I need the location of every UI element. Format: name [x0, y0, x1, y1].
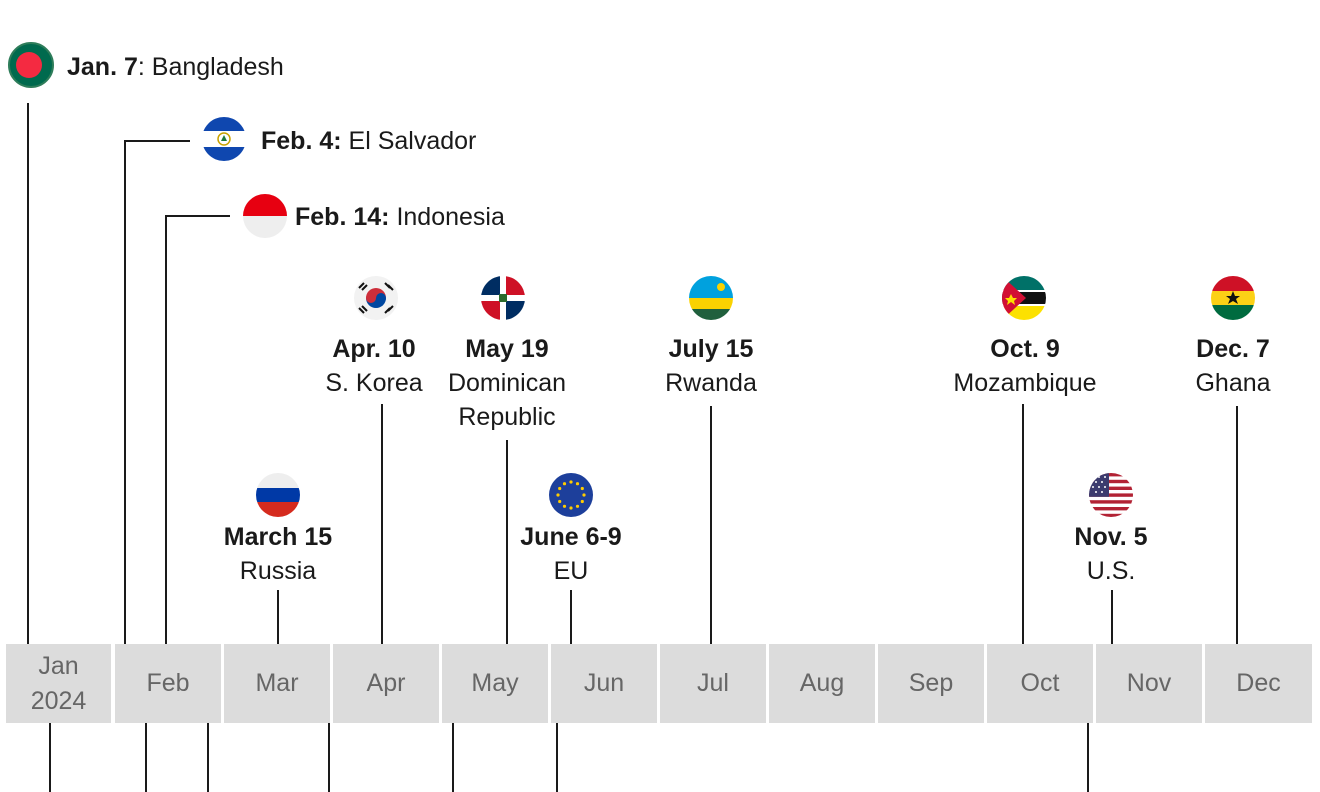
event-date: May 19 [465, 335, 549, 363]
event-country: Bangladesh [151, 53, 284, 81]
month-jul: Jul [660, 644, 766, 723]
event-country-line-2: Republic [458, 403, 556, 431]
russia-flag-icon [256, 473, 300, 517]
event-country: Mozambique [953, 369, 1097, 397]
month-label: Dec [1236, 669, 1281, 697]
month-dec: Dec [1205, 644, 1312, 723]
month-aug: Aug [769, 644, 875, 723]
month-label: Apr [366, 669, 406, 697]
event-label-feb-14: Feb. 14: Indonesia [295, 200, 505, 234]
event-country: Ghana [1195, 369, 1271, 397]
event-date: Apr. 10 [332, 335, 416, 363]
year-label: 2024 [30, 686, 87, 715]
event-date: Dec. 7 [1196, 335, 1270, 363]
month-label: Mar [255, 669, 299, 697]
event-country: EU [553, 557, 589, 585]
month-label: May [471, 669, 519, 697]
event-country: El Salvador [348, 127, 477, 155]
event-country-line-1: Dominican [447, 369, 567, 397]
event-date: Oct. 9 [990, 335, 1060, 363]
month-nov: Nov [1096, 644, 1202, 723]
dominican-republic-flag-icon [481, 276, 525, 320]
event-label-apr-10: Apr. 10 S. Korea [304, 332, 444, 400]
month-jan: Jan 2024 [6, 644, 111, 723]
ghana-flag-icon [1211, 276, 1255, 320]
event-country: Russia [239, 557, 317, 585]
event-date: Feb. 4: [261, 127, 342, 155]
month-label: Sep [908, 669, 954, 697]
rwanda-flag-icon [689, 276, 733, 320]
event-label-mar-15: March 15 Russia [203, 520, 353, 588]
indonesia-flag-icon [243, 194, 287, 238]
event-country: S. Korea [325, 369, 423, 397]
month-label: Jun [583, 669, 625, 697]
event-date: June 6-9 [520, 523, 622, 551]
month-label: Feb [146, 669, 190, 697]
month-may: May [442, 644, 548, 723]
event-date: Feb. 14: [295, 203, 390, 231]
event-country: U.S. [1086, 557, 1136, 585]
south-korea-flag-icon [354, 276, 398, 320]
month-jun: Jun [551, 644, 657, 723]
event-label-may-19: May 19 Dominican Republic [432, 332, 582, 434]
event-country: Indonesia [396, 203, 505, 231]
event-date: Nov. 5 [1074, 523, 1148, 551]
event-label-nov-5: Nov. 5 U.S. [1051, 520, 1171, 588]
month-label: Jul [697, 669, 729, 697]
event-label-oct-9: Oct. 9 Mozambique [940, 332, 1110, 400]
mozambique-flag-icon [1002, 276, 1046, 320]
el-salvador-flag-icon [202, 117, 246, 161]
month-sep: Sep [878, 644, 984, 723]
month-label: Aug [799, 669, 845, 697]
event-country: Rwanda [665, 369, 757, 397]
event-date: March 15 [223, 523, 333, 551]
month-label: Oct [1020, 669, 1060, 697]
month-feb: Feb [115, 644, 221, 723]
month-apr: Apr [333, 644, 439, 723]
month-label: Jan [38, 651, 79, 680]
event-label-dec-7: Dec. 7 Ghana [1173, 332, 1293, 400]
event-label-jul-15: July 15 Rwanda [641, 332, 781, 400]
month-label: Nov [1126, 669, 1172, 697]
event-label-jan-7: Jan. 7: Bangladesh [67, 53, 284, 81]
event-label-feb-4: Feb. 4: El Salvador [261, 124, 476, 158]
event-date: Jan. 7 [67, 53, 138, 81]
connector-feb-14 [165, 215, 230, 644]
event-date: July 15 [668, 335, 754, 363]
month-mar: Mar [224, 644, 330, 723]
event-label-jun-6-9: June 6-9 EU [496, 520, 646, 588]
eu-flag-icon [549, 473, 593, 517]
month-oct: Oct [987, 644, 1093, 723]
bangladesh-flag-icon [8, 42, 54, 88]
usa-flag-icon [1089, 473, 1133, 517]
connector-feb-4 [124, 140, 190, 644]
